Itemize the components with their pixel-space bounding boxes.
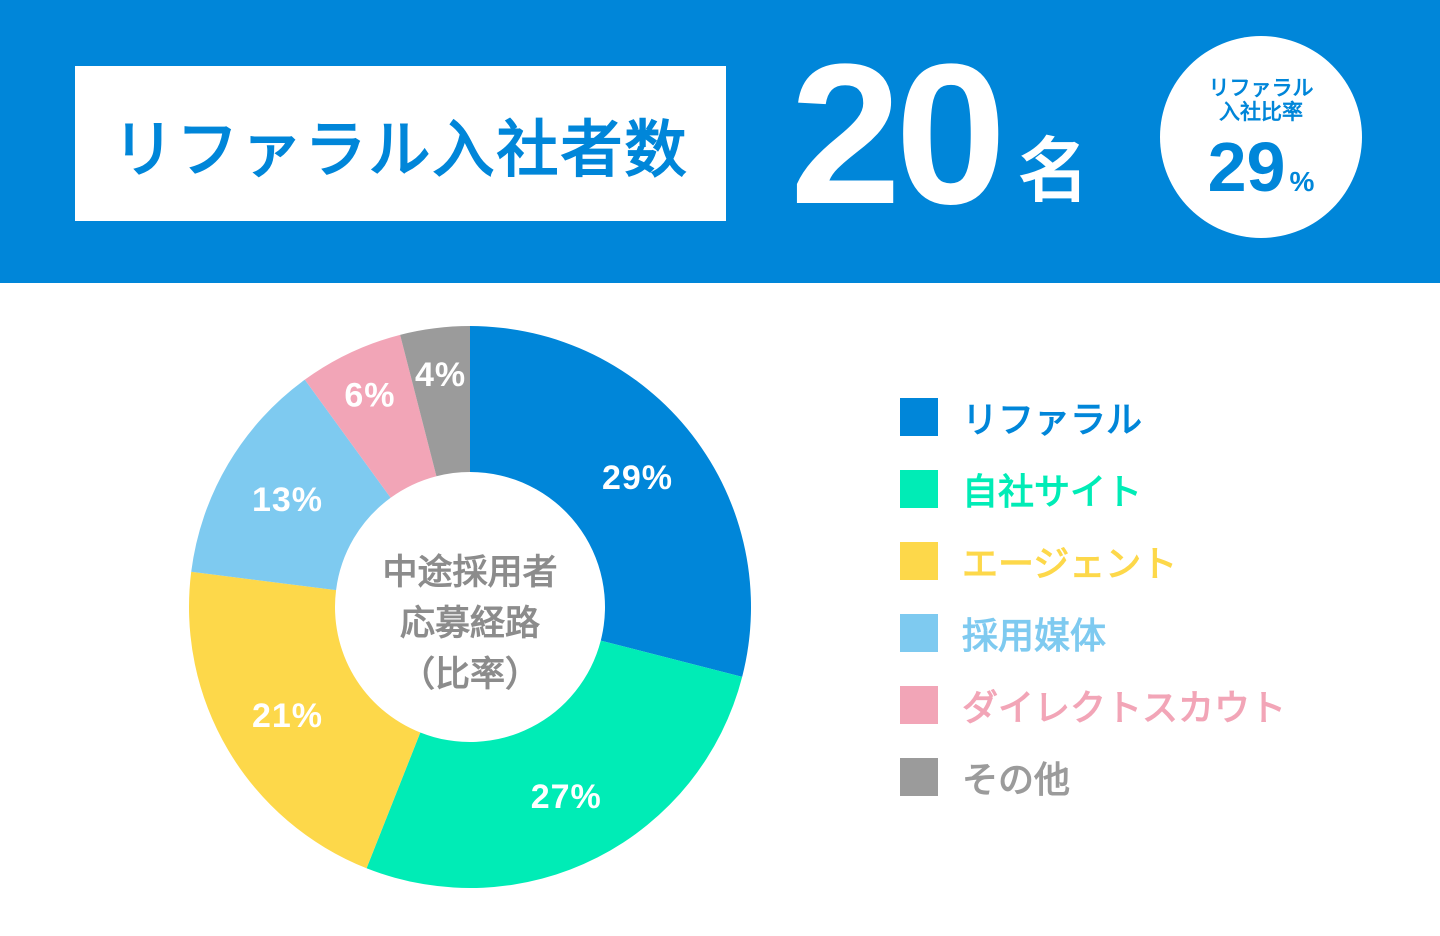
slice-label-2: 21% bbox=[252, 697, 323, 735]
legend-swatch bbox=[900, 758, 938, 796]
donut-chart: 29% 27% 21% 13% 6% 4% bbox=[189, 326, 751, 889]
legend-swatch bbox=[900, 614, 938, 652]
legend-label: 採用媒体 bbox=[962, 616, 1107, 657]
slice-label-4: 6% bbox=[344, 376, 395, 414]
slice-label-1: 27% bbox=[531, 778, 602, 816]
legend-swatch bbox=[900, 398, 938, 436]
legend-item: エージェント bbox=[900, 542, 1286, 585]
legend-item: 自社サイト bbox=[900, 470, 1286, 513]
legend-item: その他 bbox=[900, 758, 1286, 801]
ratio-number: 29 bbox=[1207, 128, 1286, 206]
center-title-line2: 応募経路 bbox=[399, 604, 540, 644]
slice-label-3: 13% bbox=[252, 481, 323, 519]
legend-label: ダイレクトスカウト bbox=[962, 688, 1287, 729]
legend-label: リファラル bbox=[962, 400, 1143, 441]
donut-slice-5 bbox=[400, 326, 470, 477]
ratio-unit: % bbox=[1289, 166, 1315, 197]
legend-item: ダイレクトスカウト bbox=[900, 686, 1286, 729]
legend-item: リファラル bbox=[900, 398, 1286, 441]
ratio-label-line1: リファラル bbox=[1208, 76, 1314, 100]
slice-label-5: 4% bbox=[415, 356, 466, 394]
count-number: 20 bbox=[790, 23, 1006, 246]
referral-hire-count: 20 名 bbox=[790, 23, 1089, 246]
donut-slice-2 bbox=[189, 571, 421, 869]
count-unit: 名 bbox=[1018, 130, 1089, 212]
donut-slice-3 bbox=[191, 379, 391, 591]
legend-label: その他 bbox=[962, 760, 1071, 801]
legend-label: 自社サイト bbox=[962, 472, 1143, 513]
referral-ratio-badge: リファラル 入社比率 29% bbox=[1160, 36, 1362, 238]
legend-item: 採用媒体 bbox=[900, 614, 1286, 657]
ratio-value: 29% bbox=[1160, 132, 1362, 202]
ratio-label-line2: 入社比率 bbox=[1219, 100, 1303, 124]
donut-slice-1 bbox=[366, 640, 743, 889]
title-box: リファラル入社者数 bbox=[75, 66, 726, 221]
chart-center-title: 中途採用者 応募経路 （比率） bbox=[340, 548, 600, 701]
ratio-label: リファラル 入社比率 bbox=[1160, 76, 1362, 124]
center-title-line3: （比率） bbox=[399, 655, 540, 695]
donut-slice-4 bbox=[304, 334, 437, 498]
legend-label: エージェント bbox=[962, 544, 1178, 585]
donut-slice-0 bbox=[470, 326, 751, 677]
legend-swatch bbox=[900, 686, 938, 724]
center-title-line1: 中途採用者 bbox=[382, 553, 558, 593]
chart-legend: リファラル自社サイトエージェント 採用媒体ダイレクトスカウト その他 bbox=[900, 398, 1286, 830]
legend-swatch bbox=[900, 542, 938, 580]
header-banner: リファラル入社者数 20 名 リファラル 入社比率 29% bbox=[0, 0, 1440, 283]
slice-label-0: 29% bbox=[602, 459, 673, 497]
page-title: リファラル入社者数 bbox=[112, 112, 689, 186]
legend-swatch bbox=[900, 470, 938, 508]
